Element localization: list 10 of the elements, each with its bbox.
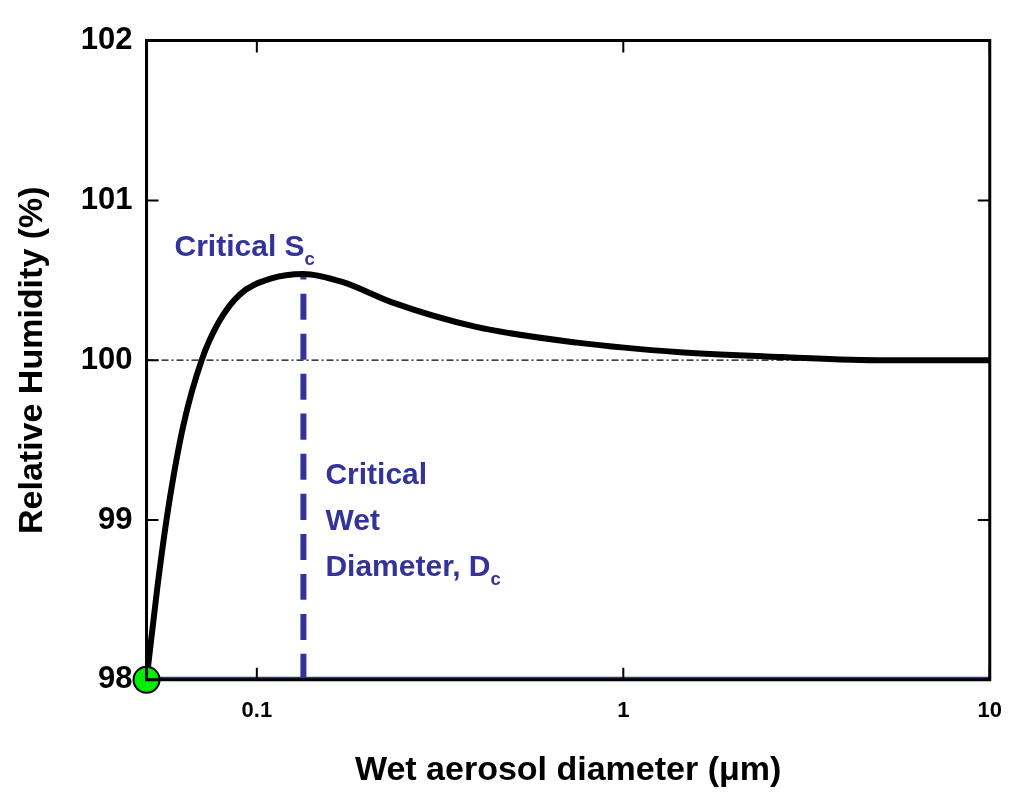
y-tick-label: 102	[80, 21, 133, 57]
x-tick-label: 10	[977, 697, 1003, 723]
x-tick-label: 1	[617, 697, 630, 723]
y-axis-title: Relative Humidity (%)	[10, 186, 49, 535]
y-tick-label: 99	[98, 500, 133, 536]
y-tick-label: 100	[80, 340, 133, 376]
y-tick-label: 98	[98, 660, 133, 696]
y-tick-label: 101	[80, 180, 133, 216]
x-axis-title: Wet aerosol diameter (μm)	[354, 748, 782, 787]
x-tick-label: 0.1	[241, 697, 273, 723]
